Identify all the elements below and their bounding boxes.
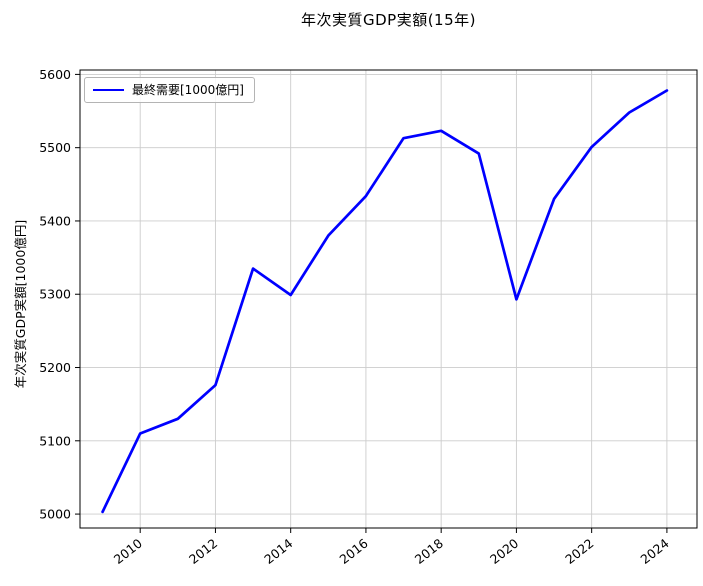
axes-spines	[79, 69, 698, 529]
y-tick-label: 5500	[39, 140, 71, 155]
y-tick-label: 5100	[39, 433, 71, 448]
x-tick-label: 2018	[412, 536, 446, 567]
x-tick-label: 2020	[487, 536, 521, 567]
chart-title: 年次実質GDP実額(15年)	[300, 11, 476, 29]
y-tick-label: 5300	[39, 287, 71, 302]
y-tick-label: 5200	[39, 360, 71, 375]
x-tick-label: 2024	[637, 536, 671, 567]
legend-label: 最終需要[1000億円]	[132, 83, 244, 97]
y-tick-label: 5600	[39, 67, 71, 82]
y-tick-label: 5400	[39, 213, 71, 228]
x-tick-label: 2016	[336, 536, 370, 567]
x-tick-label: 2010	[111, 536, 145, 567]
y-axis-label: 年次実質GDP実額[1000億円]	[13, 219, 28, 389]
legend-line-icon	[93, 88, 124, 91]
gdp-data-line	[101, 89, 669, 514]
y-tick-label: 5000	[39, 507, 71, 522]
x-tick-label: 2012	[186, 536, 220, 567]
x-tick-label: 2014	[261, 536, 295, 567]
legend: 最終需要[1000億円]	[84, 77, 255, 103]
x-tick-label: 2022	[562, 536, 596, 567]
